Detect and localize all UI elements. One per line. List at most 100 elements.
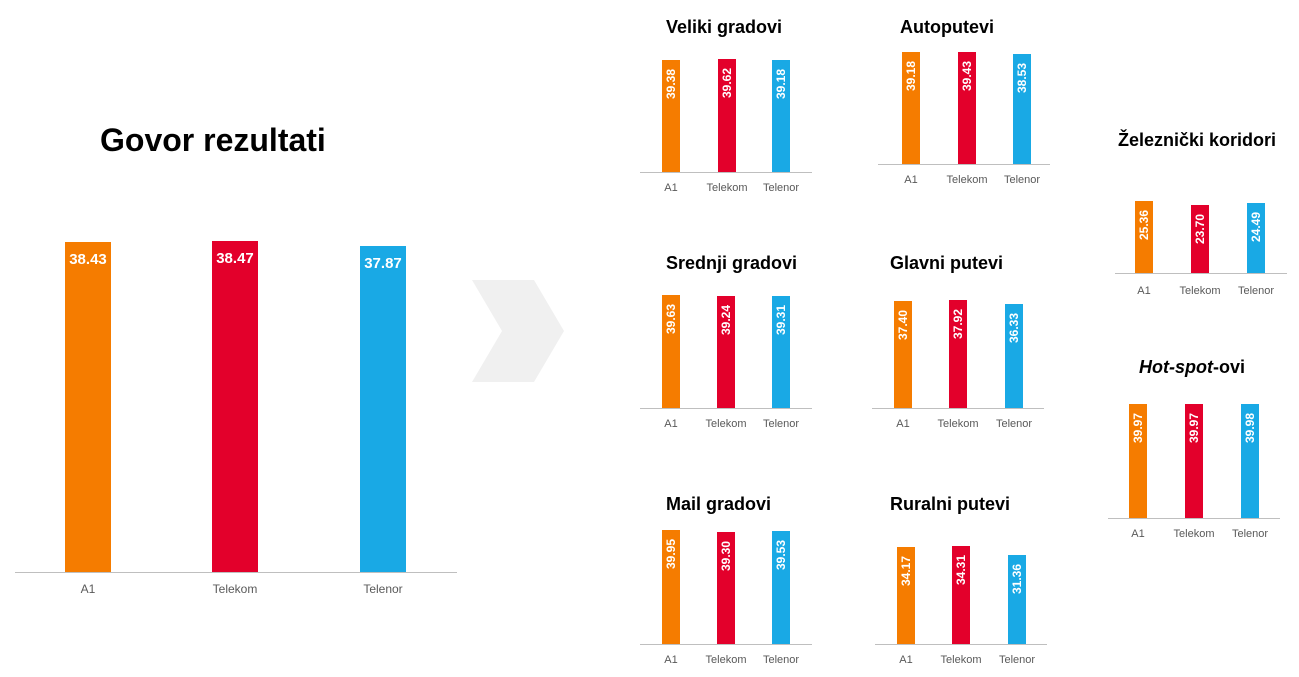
data-label: 39.18 [774, 69, 788, 100]
category-label: A1 [664, 182, 678, 194]
category-label: Telenor [363, 582, 403, 596]
axis-baseline [15, 572, 457, 573]
chart-title-autoputevi: Autoputevi [900, 17, 994, 37]
category-label: Telekom [705, 418, 747, 430]
data-label: 39.24 [719, 305, 733, 336]
category-label: Telenor [1237, 285, 1275, 297]
bar-telenor [772, 295, 790, 408]
bar-telenor [1247, 203, 1265, 273]
data-label: 38.53 [1015, 63, 1029, 94]
bar-a1 [902, 52, 920, 164]
category-label: A1 [1137, 285, 1151, 297]
data-label: 39.18 [904, 61, 918, 92]
bar-a1 [897, 546, 915, 644]
chart-title-glavni-putevi: Glavni putevi [890, 253, 1004, 273]
category-label: A1 [80, 582, 96, 596]
category-label: Telenor [1003, 174, 1041, 186]
bar-telekom [718, 59, 736, 172]
data-label: 37.92 [951, 308, 965, 339]
main-chart-title: Govor rezultati [100, 122, 326, 158]
bar-telenor [1013, 54, 1031, 164]
category-label: Telekom [940, 654, 982, 666]
data-label: 34.17 [899, 555, 913, 586]
bar-telenor [1008, 554, 1026, 644]
bar-a1 [662, 530, 680, 644]
bar-telekom [717, 296, 735, 408]
category-label: A1 [664, 654, 678, 666]
bar-telekom [952, 546, 970, 644]
chart-title-ruralni-putevi: Ruralni putevi [890, 494, 1011, 514]
chart-title-srednji-gradovi: Srednji gradovi [666, 253, 798, 273]
data-label: 37.40 [896, 310, 910, 341]
bar-telenor [772, 60, 790, 172]
data-label: 23.70 [1193, 214, 1207, 245]
chart-title-mail-gradovi: Mail gradovi [666, 494, 772, 514]
axis-baseline [872, 408, 1044, 409]
category-label: A1 [664, 418, 678, 430]
bar-telekom [1191, 205, 1209, 273]
category-label: Telenor [1231, 528, 1269, 540]
bar-a1 [1135, 200, 1153, 273]
bar-telenor [1005, 304, 1023, 408]
hot-spot-italic: Hot-spot [1139, 357, 1213, 377]
data-label: 39.30 [719, 540, 733, 571]
data-label: 24.49 [1249, 212, 1263, 243]
bar-telekom [949, 299, 967, 408]
axis-baseline [1115, 273, 1287, 274]
bar-telenor [1241, 404, 1259, 518]
bar-a1 [1129, 404, 1147, 518]
bar-telekom [1185, 404, 1203, 518]
category-label: Telekom [705, 654, 747, 666]
axis-baseline [878, 164, 1050, 165]
bar-a1 [662, 295, 680, 408]
bar-telenor [360, 246, 406, 572]
data-label: 39.98 [1243, 413, 1257, 444]
category-label: A1 [899, 654, 913, 666]
data-label: 37.87 [364, 255, 402, 273]
bar-telenor [772, 531, 790, 644]
data-label: 34.31 [954, 555, 968, 586]
data-label: 39.97 [1187, 413, 1201, 444]
data-label: 39.62 [720, 68, 734, 99]
chart-title-veliki-gradovi: Veliki gradovi [666, 17, 783, 37]
category-label: A1 [1131, 528, 1145, 540]
category-label: Telekom [212, 582, 258, 596]
bar-telekom [212, 241, 258, 572]
axis-baseline [1108, 518, 1280, 519]
bar-a1 [65, 241, 111, 572]
category-label: A1 [896, 418, 910, 430]
data-label: 36.33 [1007, 313, 1021, 344]
data-label: 25.36 [1137, 209, 1151, 240]
bar-a1 [662, 59, 680, 172]
data-label: 39.95 [664, 539, 678, 570]
axis-baseline [640, 172, 812, 173]
bar-a1 [894, 301, 912, 408]
axis-baseline [875, 644, 1047, 645]
category-label: Telenor [762, 418, 800, 430]
data-label: 38.47 [216, 250, 254, 268]
data-label: 39.97 [1131, 413, 1145, 444]
category-label: Telenor [995, 418, 1033, 430]
data-label: 39.53 [774, 540, 788, 571]
chevron-right-icon [472, 280, 564, 382]
data-label: 31.36 [1010, 563, 1024, 594]
data-label: 39.63 [664, 304, 678, 335]
category-label: Telenor [762, 654, 800, 666]
data-label: 39.43 [960, 60, 974, 91]
data-label: 38.43 [69, 250, 107, 268]
category-label: Telekom [706, 182, 748, 194]
category-label: Telekom [946, 174, 988, 186]
category-label: Telenor [998, 654, 1036, 666]
chart-title-hot-spot-ovi: Hot-spot-ovi [1139, 357, 1245, 377]
data-label: 39.38 [664, 68, 678, 99]
category-label: Telekom [937, 418, 979, 430]
data-label: 39.31 [774, 304, 788, 335]
category-label: Telekom [1173, 528, 1215, 540]
category-label: A1 [904, 174, 918, 186]
category-label: Telekom [1179, 285, 1221, 297]
axis-baseline [640, 408, 812, 409]
bar-telekom [717, 531, 735, 644]
bar-telekom [958, 51, 976, 164]
chart-title-zeleznicki-koridori: Železnički koridori [1118, 130, 1277, 150]
category-label: Telenor [762, 182, 800, 194]
